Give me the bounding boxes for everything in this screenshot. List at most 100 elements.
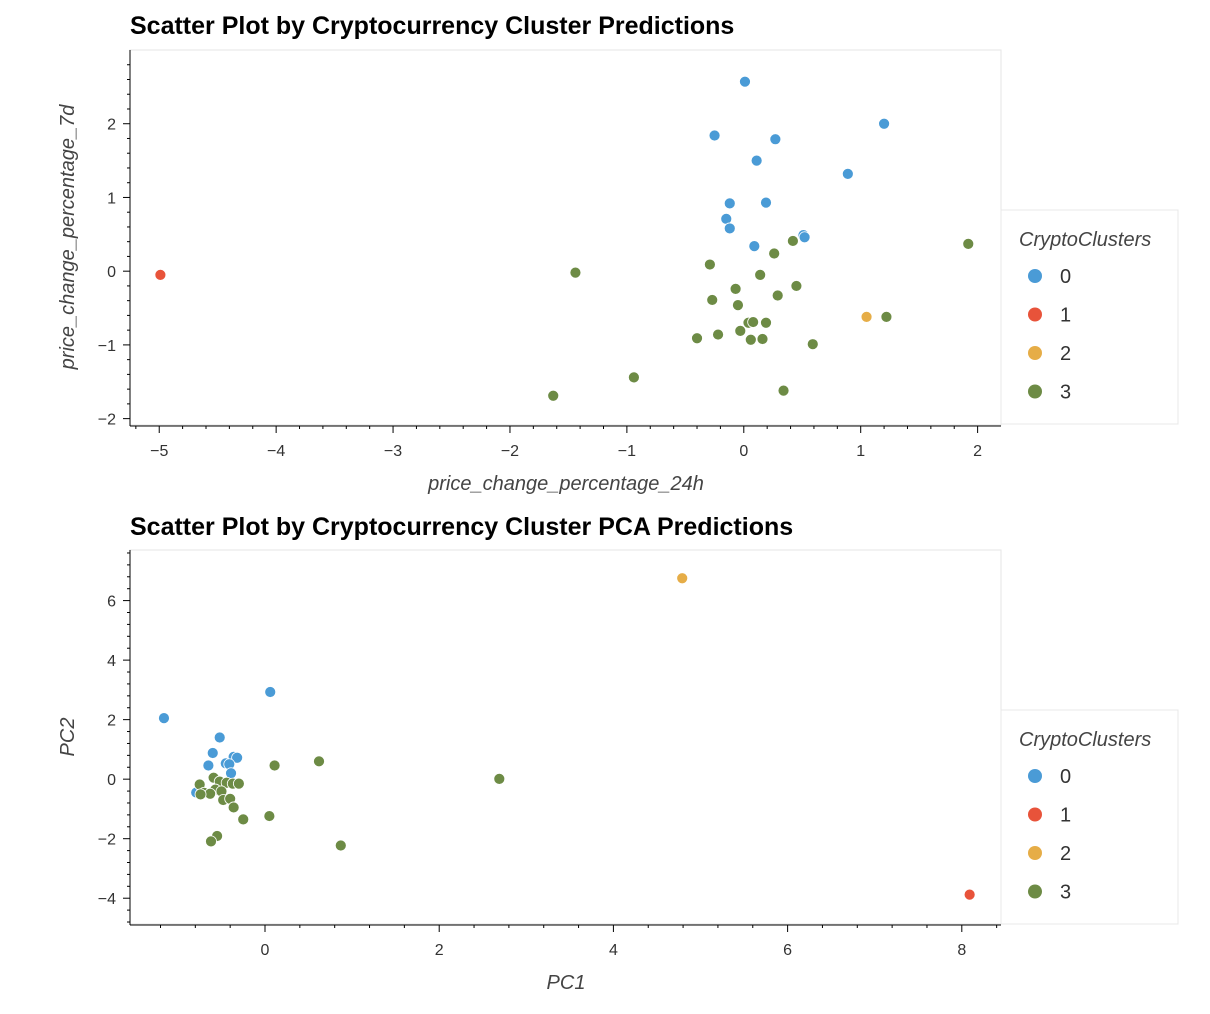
cluster-0-point[interactable] [231, 751, 244, 764]
legend-marker-cluster-1 [1028, 307, 1042, 322]
legend-label-cluster-3: 3 [1060, 382, 1071, 404]
cluster-0-point[interactable] [206, 747, 219, 759]
legend-marker-cluster-2 [1028, 346, 1042, 360]
y-tick-label: −2 [98, 832, 116, 849]
legend-label-cluster-1: 1 [1060, 305, 1071, 327]
x-tick-label: −5 [150, 443, 168, 460]
cluster-3-point[interactable] [777, 384, 790, 397]
cluster-3-point[interactable] [790, 280, 803, 292]
cluster-3-point[interactable] [627, 371, 640, 384]
cluster-3-point[interactable] [729, 282, 742, 295]
cluster-3-point[interactable] [732, 299, 744, 311]
chart-1-plot-frame [129, 49, 1002, 426]
legend-marker-cluster-0 [1028, 769, 1042, 783]
chart-2-plot-frame [129, 549, 1002, 925]
chart-1-legend-title: CryptoClusters [1019, 229, 1151, 251]
chart-2-legend: CryptoClusters 0 1 2 3 [1000, 709, 1179, 925]
cluster-3-point[interactable] [786, 235, 799, 247]
cluster-0-point[interactable] [798, 231, 811, 244]
cluster-0-point[interactable] [760, 196, 772, 209]
chart-2-y-axis-label: PC2 [57, 718, 79, 757]
cluster-0-point[interactable] [213, 731, 226, 744]
cluster-0-point[interactable] [769, 133, 782, 146]
y-tick-label: −2 [98, 412, 116, 429]
cluster-3-point[interactable] [880, 310, 893, 323]
legend-label-cluster-1: 1 [1060, 805, 1071, 827]
cluster-0-point[interactable] [202, 759, 215, 772]
cluster-3-point[interactable] [734, 324, 747, 337]
cluster-3-point[interactable] [756, 333, 769, 345]
legend-label-cluster-0: 0 [1060, 766, 1071, 788]
chart-2-points [158, 572, 976, 901]
cluster-0-point[interactable] [878, 117, 890, 130]
cluster-0-point[interactable] [841, 167, 854, 180]
cluster-2-point[interactable] [860, 310, 873, 323]
y-tick-label: 2 [107, 117, 116, 134]
cluster-3-point[interactable] [547, 389, 560, 402]
x-tick-label: −2 [501, 443, 519, 460]
chart-1-title: Scatter Plot by Cryptocurrency Cluster P… [130, 12, 734, 40]
cluster-3-point[interactable] [760, 316, 772, 329]
chart-1-points [154, 75, 975, 402]
chart-2-title: Scatter Plot by Cryptocurrency Cluster P… [130, 513, 793, 541]
cluster-0-point[interactable] [264, 686, 277, 698]
x-tick-label: 0 [739, 443, 748, 460]
x-tick-label: −4 [267, 443, 285, 460]
legend-label-cluster-0: 0 [1060, 266, 1071, 288]
cluster-3-point[interactable] [744, 333, 757, 346]
cluster-1-point[interactable] [154, 268, 167, 281]
legend-marker-cluster-1 [1028, 807, 1042, 822]
cluster-0-point[interactable] [739, 75, 751, 88]
x-tick-label: −1 [618, 443, 636, 460]
cluster-3-point[interactable] [205, 835, 217, 848]
y-tick-label: 0 [107, 772, 116, 789]
cluster-3-point[interactable] [771, 289, 784, 302]
chart-1-x-axis-label: price_change_percentage_24h [427, 473, 704, 495]
cluster-3-point[interactable] [747, 316, 760, 328]
cluster-3-point[interactable] [493, 772, 506, 785]
cluster-3-point[interactable] [703, 258, 716, 271]
cluster-1-point[interactable] [963, 888, 976, 901]
cluster-3-point[interactable] [691, 332, 703, 345]
chart-1-legend: CryptoClusters 0 1 2 3 [1000, 209, 1179, 425]
y-tick-label: 0 [107, 264, 116, 281]
y-tick-label: 6 [107, 594, 116, 611]
cluster-3-point[interactable] [706, 294, 719, 306]
chart-1-y-ticks: −2 −1 0 1 2 [98, 64, 130, 429]
x-tick-label: 8 [957, 942, 966, 959]
cluster-0-point[interactable] [750, 154, 763, 167]
cluster-3-point[interactable] [754, 268, 767, 281]
cluster-0-point[interactable] [723, 222, 736, 235]
chart-1-legend-items: 0 1 2 3 [1028, 266, 1071, 404]
cluster-3-point[interactable] [569, 266, 582, 279]
chart-2-legend-title: CryptoClusters [1019, 729, 1151, 751]
cluster-3-point[interactable] [334, 839, 347, 852]
cluster-3-point[interactable] [768, 247, 781, 260]
cluster-3-point[interactable] [227, 801, 240, 814]
cluster-0-point[interactable] [708, 129, 721, 142]
cluster-0-point[interactable] [158, 712, 170, 725]
cluster-3-point[interactable] [237, 813, 250, 826]
legend-label-cluster-2: 2 [1060, 843, 1071, 865]
cluster-3-point[interactable] [232, 777, 245, 790]
cluster-3-point[interactable] [806, 338, 819, 351]
cluster-3-point[interactable] [712, 328, 724, 341]
cluster-3-point[interactable] [194, 788, 207, 801]
cluster-3-point[interactable] [263, 810, 276, 822]
cluster-0-point[interactable] [748, 240, 761, 253]
chart-1-x-ticks: −5 −4 −3 −2 −1 0 1 2 [135, 426, 982, 460]
cluster-3-point[interactable] [962, 237, 975, 250]
y-tick-label: −1 [98, 338, 116, 355]
cluster-0-point[interactable] [723, 197, 736, 210]
x-tick-label: 1 [856, 443, 865, 460]
x-tick-label: 2 [973, 443, 982, 460]
y-tick-label: 2 [107, 713, 116, 730]
cluster-2-point[interactable] [676, 572, 689, 585]
legend-marker-cluster-3 [1028, 384, 1042, 399]
chart-2-x-axis-label: PC1 [547, 972, 586, 994]
x-tick-label: 4 [609, 942, 618, 959]
cluster-3-point[interactable] [313, 755, 325, 768]
legend-label-cluster-2: 2 [1060, 343, 1071, 365]
cluster-3-point[interactable] [268, 759, 281, 772]
